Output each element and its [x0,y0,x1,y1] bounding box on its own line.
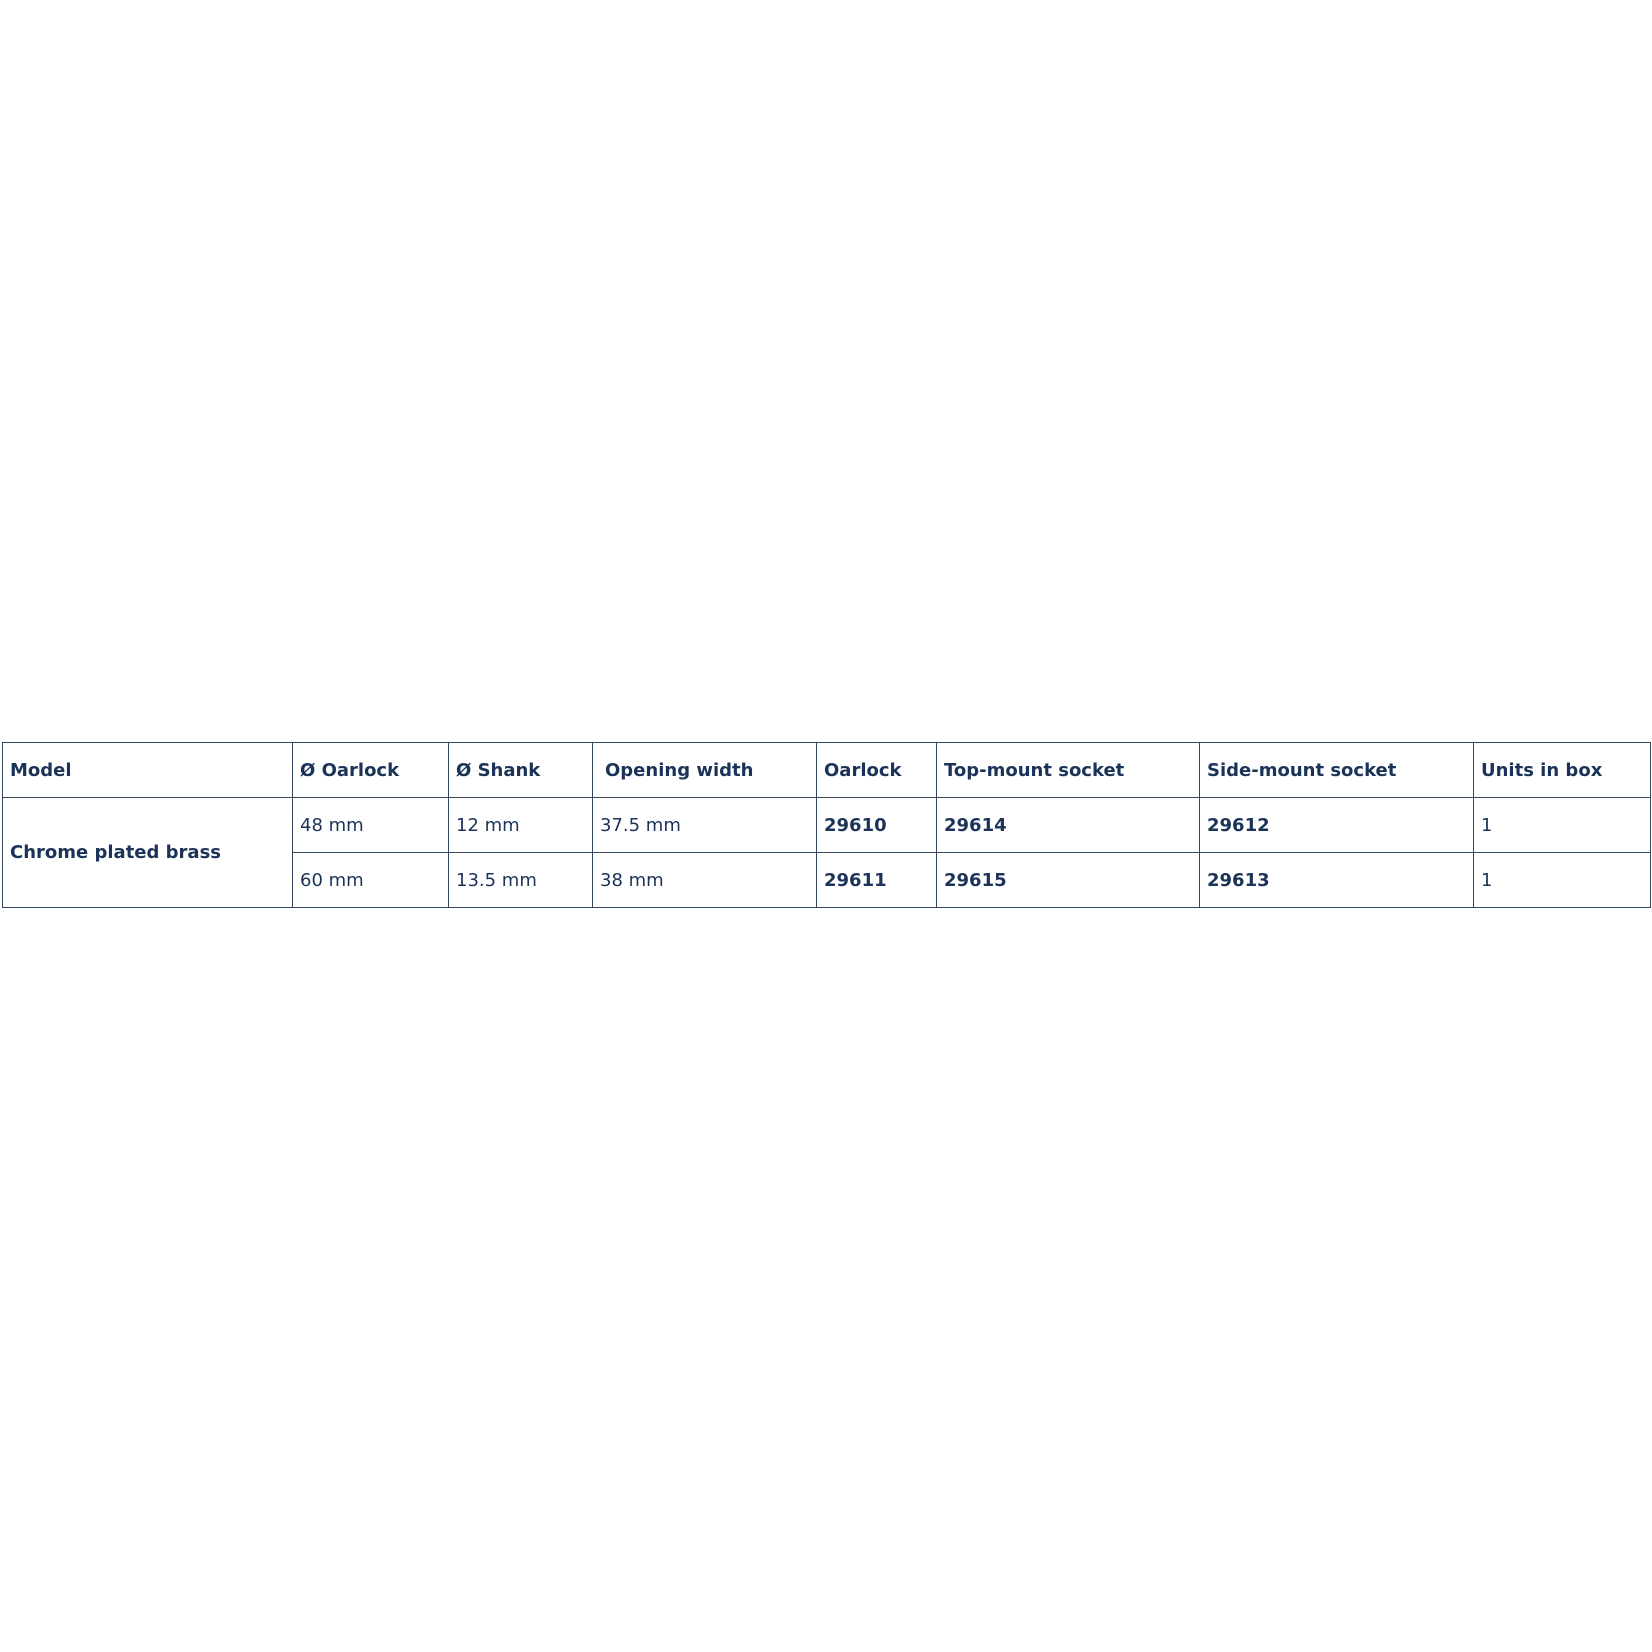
cell-opening-width: 38 mm [592,852,817,908]
header-opening-width: Opening width [592,742,817,798]
header-oarlock: Oarlock [816,742,937,798]
table-row: 60 mm 13.5 mm 38 mm 29611 29615 29613 1 [3,852,1651,908]
cell-shank-diameter: 13.5 mm [448,852,593,908]
product-spec-table: Model Ø Oarlock Ø Shank Opening width Oa… [2,742,1651,908]
model-cell: Chrome plated brass [2,797,293,908]
cell-units-in-box: 1 [1473,797,1651,853]
cell-opening-width: 37.5 mm [592,797,817,853]
cell-oarlock-diameter: 60 mm [292,852,449,908]
table-row: Chrome plated brass 48 mm 12 mm 37.5 mm … [2,797,1651,908]
header-top-mount-socket: Top-mount socket [936,742,1200,798]
header-shank-diameter: Ø Shank [448,742,593,798]
cell-top-mount-socket: 29614 [936,797,1200,853]
cell-side-mount-socket: 29612 [1199,797,1474,853]
header-side-mount-socket: Side-mount socket [1199,742,1474,798]
cell-top-mount-socket: 29615 [936,852,1200,908]
cell-oarlock: 29611 [816,852,937,908]
header-units-in-box: Units in box [1473,742,1651,798]
cell-oarlock-diameter: 48 mm [292,797,449,853]
cell-oarlock: 29610 [816,797,937,853]
header-row: Model Ø Oarlock Ø Shank Opening width Oa… [2,742,1651,798]
cell-units-in-box: 1 [1473,852,1651,908]
header-oarlock-diameter: Ø Oarlock [292,742,449,798]
cell-side-mount-socket: 29613 [1199,852,1474,908]
cell-shank-diameter: 12 mm [448,797,593,853]
header-model: Model [2,742,293,798]
